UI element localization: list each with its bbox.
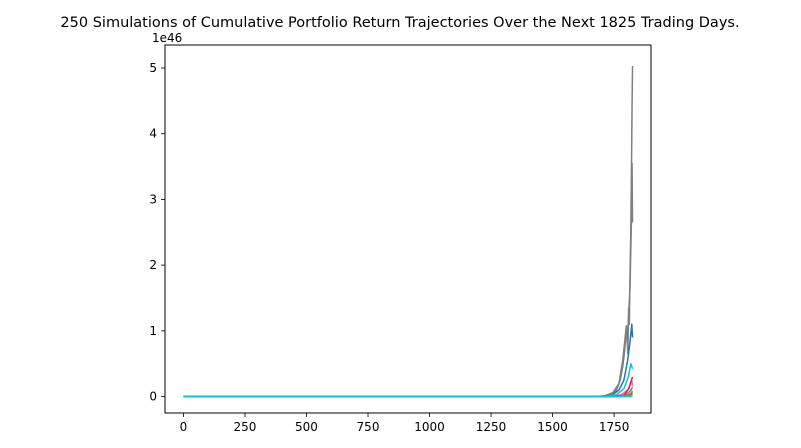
plot-area — [183, 66, 634, 398]
series-line-4 — [183, 379, 634, 398]
x-tick-label: 750 — [357, 420, 380, 434]
chart-title: 250 Simulations of Cumulative Portfolio … — [60, 15, 739, 31]
y-axis: 0 1 2 3 4 5 — [149, 61, 165, 404]
y-tick-label: 2 — [149, 258, 157, 272]
x-tick-label: 0 — [180, 420, 188, 434]
x-tick-label: 1250 — [476, 420, 507, 434]
y-tick-label: 5 — [149, 61, 157, 75]
x-axis: 0 250 500 750 1000 1250 1500 1750 — [180, 413, 630, 434]
x-tick-label: 1750 — [599, 420, 630, 434]
y-tick-label: 0 — [149, 390, 157, 404]
series-line-6 — [183, 386, 634, 398]
y-axis-offset-label: 1e46 — [152, 31, 182, 45]
y-tick-label: 3 — [149, 192, 157, 206]
y-tick-label: 1 — [149, 324, 157, 338]
series-line-1 — [183, 162, 634, 398]
x-tick-label: 500 — [295, 420, 318, 434]
x-tick-label: 1500 — [537, 420, 568, 434]
series-line-0 — [183, 66, 634, 398]
series-line-5 — [183, 376, 634, 398]
series-line-2 — [183, 323, 634, 398]
y-tick-label: 4 — [149, 127, 157, 141]
series-line-3 — [183, 362, 634, 398]
x-tick-label: 250 — [234, 420, 257, 434]
x-tick-label: 1000 — [414, 420, 445, 434]
series-line-7 — [183, 390, 634, 398]
axes-frame — [164, 44, 652, 414]
